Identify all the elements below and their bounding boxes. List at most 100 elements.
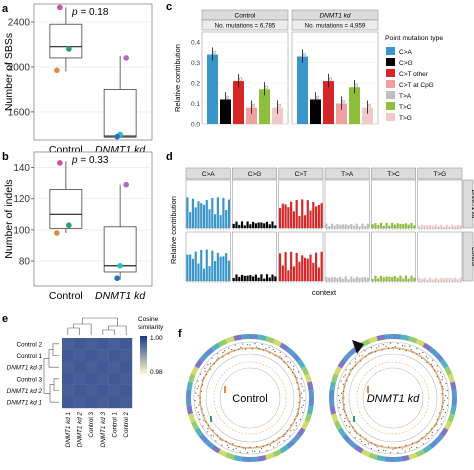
bar bbox=[445, 278, 448, 281]
mutation-dot bbox=[195, 407, 197, 409]
mutation-dot bbox=[376, 347, 378, 349]
mutation-dot bbox=[279, 351, 281, 353]
bar bbox=[263, 223, 266, 228]
bar bbox=[347, 224, 350, 228]
mutation-dot bbox=[266, 444, 269, 446]
legend-gradient-step bbox=[140, 347, 147, 350]
chromosome-segment bbox=[342, 433, 352, 444]
circos-label: DNMT1 kd bbox=[367, 393, 420, 405]
bar bbox=[295, 252, 298, 281]
mutation-dot bbox=[207, 424, 210, 427]
mutation-dot bbox=[364, 443, 366, 446]
facet-subtitle-strip bbox=[291, 19, 379, 31]
box bbox=[103, 89, 137, 138]
mutation-dot bbox=[442, 416, 444, 418]
mutation-dot bbox=[436, 376, 438, 378]
chromosome-segment bbox=[291, 433, 301, 444]
mutation-dot bbox=[427, 438, 430, 440]
mutation-dot bbox=[389, 451, 392, 454]
mutation-dot bbox=[349, 363, 351, 365]
mutation-dot bbox=[436, 429, 439, 431]
bar bbox=[189, 254, 192, 281]
mutation-dot bbox=[196, 387, 198, 390]
mutation-dot bbox=[433, 370, 435, 372]
mutation-dot bbox=[338, 407, 340, 409]
facet-title: T>C bbox=[387, 171, 400, 178]
bar bbox=[240, 221, 244, 228]
bar bbox=[410, 222, 413, 228]
bar bbox=[281, 265, 284, 281]
mutation-dot bbox=[352, 426, 354, 428]
bar bbox=[238, 224, 241, 228]
bar bbox=[233, 81, 244, 124]
bar bbox=[197, 201, 200, 228]
facet-strip bbox=[185, 167, 231, 180]
chromosome-segment bbox=[186, 405, 194, 415]
mutation-dot bbox=[360, 440, 363, 443]
mutation-dot bbox=[299, 395, 301, 397]
mutation-dot bbox=[251, 450, 253, 452]
legend-gradient-step bbox=[140, 345, 147, 348]
facet-panel bbox=[232, 179, 277, 229]
mutation-dot bbox=[209, 362, 212, 365]
bar bbox=[235, 274, 238, 281]
mutation-dot bbox=[226, 444, 228, 446]
panel-label-f: f bbox=[178, 328, 182, 340]
bar bbox=[317, 267, 320, 281]
panel-label-d: d bbox=[166, 151, 173, 163]
legend-swatch bbox=[386, 91, 395, 99]
mutation-dot bbox=[198, 411, 200, 413]
mutation-dot bbox=[442, 401, 444, 404]
bar bbox=[297, 56, 308, 124]
y-tick-label: 0.3 bbox=[191, 60, 200, 67]
mutation-dot bbox=[295, 422, 297, 424]
bar bbox=[361, 223, 364, 228]
legend-label: T>C bbox=[399, 104, 412, 111]
bar bbox=[437, 278, 440, 281]
bar bbox=[442, 278, 446, 281]
bar bbox=[312, 202, 315, 228]
mutation-dot bbox=[426, 361, 428, 363]
mutation-dot bbox=[283, 440, 285, 442]
facet-subtitle: No. mutations = 6,785 bbox=[215, 23, 276, 30]
mutation-dot bbox=[418, 440, 420, 443]
legend-gradient-step bbox=[140, 341, 147, 344]
data-point bbox=[57, 160, 63, 166]
chromosome-segment bbox=[434, 433, 444, 444]
bar bbox=[200, 203, 203, 228]
chromosome-segment bbox=[444, 420, 453, 430]
heatmap-cell bbox=[120, 349, 133, 362]
legend-gradient-step bbox=[140, 372, 147, 375]
mutation-dot bbox=[259, 450, 261, 453]
chromosome-segment bbox=[400, 454, 410, 462]
chromosome-segment bbox=[384, 456, 393, 462]
mutation-dot bbox=[290, 429, 292, 432]
heatmap-cell bbox=[97, 338, 109, 350]
bar bbox=[284, 204, 287, 228]
arrowhead-marker bbox=[352, 340, 364, 354]
bar bbox=[339, 276, 342, 281]
mutation-dot bbox=[199, 418, 201, 421]
mutation-dot bbox=[290, 424, 292, 426]
bar bbox=[341, 278, 345, 281]
mutation-dot bbox=[392, 448, 394, 451]
chromosome-segment bbox=[186, 398, 192, 407]
mutation-dot bbox=[280, 357, 283, 359]
mutation-dot bbox=[339, 402, 341, 404]
sv-marker bbox=[353, 416, 355, 422]
sample-point bbox=[251, 103, 256, 108]
mutation-dot bbox=[287, 361, 289, 363]
bar bbox=[211, 250, 214, 281]
mutation-dot bbox=[199, 373, 202, 375]
bar bbox=[456, 224, 459, 228]
bar bbox=[214, 261, 217, 281]
chromosome-segment bbox=[368, 452, 378, 460]
legend-label: T>G bbox=[399, 115, 412, 122]
legend-label: C>A bbox=[399, 49, 412, 56]
chromosome-segment bbox=[301, 366, 310, 376]
bar bbox=[434, 224, 437, 228]
y-tick-label: 2000 bbox=[8, 62, 31, 73]
facet-title: Control bbox=[235, 13, 257, 20]
facet-strip bbox=[324, 167, 370, 180]
row-strip-label: DNMT1 kd bbox=[470, 190, 474, 219]
